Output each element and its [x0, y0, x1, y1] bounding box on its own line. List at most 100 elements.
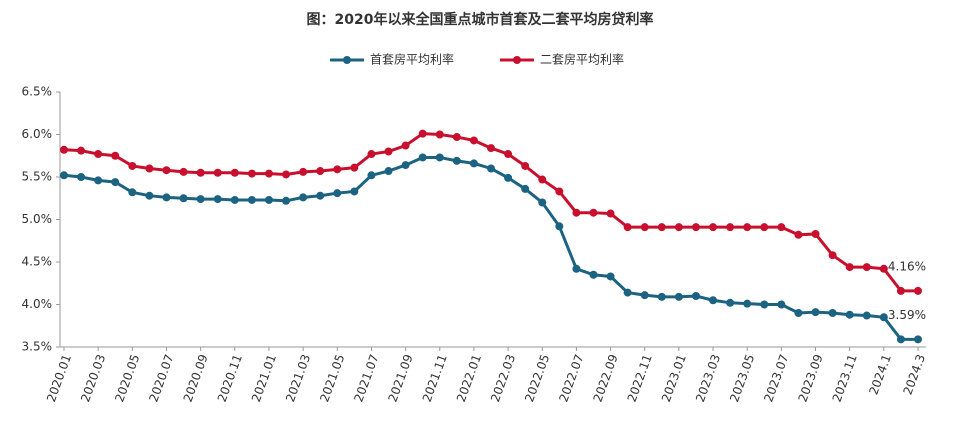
data-point — [794, 230, 803, 239]
data-point — [384, 167, 393, 176]
data-point — [316, 191, 325, 200]
x-tick-label: 2021.01 — [249, 352, 279, 403]
x-tick-label: 2023.11 — [830, 352, 860, 403]
data-point — [606, 209, 615, 218]
y-tick-label: 6.0% — [22, 127, 53, 141]
data-point — [247, 169, 256, 178]
data-point — [896, 286, 905, 295]
data-point — [555, 187, 564, 196]
data-point — [350, 187, 359, 196]
data-point — [418, 153, 427, 162]
data-point — [196, 168, 205, 177]
series-line — [63, 132, 918, 293]
data-point — [316, 167, 325, 176]
data-point — [811, 308, 820, 317]
x-tick-label: 2020.03 — [78, 352, 108, 403]
chart-title: 图：2020年以来全国重点城市首套及二套平均房贷利率 — [307, 11, 654, 28]
data-point — [896, 335, 905, 344]
data-point — [264, 169, 273, 178]
y-tick-label: 6.5% — [22, 85, 53, 99]
x-tick-label: 2021.07 — [351, 352, 381, 403]
data-point — [709, 223, 718, 232]
x-tick-label: 2023.09 — [795, 352, 825, 403]
legend-label: 首套房平均利率 — [370, 52, 454, 67]
y-tick-label: 5.0% — [22, 212, 53, 226]
series-line — [63, 155, 918, 341]
data-point — [726, 223, 735, 232]
data-point — [264, 195, 273, 204]
data-point — [384, 147, 393, 156]
data-point — [743, 299, 752, 308]
data-label: 3.59% — [888, 308, 926, 322]
data-point — [691, 292, 700, 300]
x-tick-label: 2020.09 — [181, 352, 211, 403]
x-tick-label: 2022.09 — [591, 352, 621, 403]
data-point — [555, 222, 564, 231]
x-tick-label: 2024.3 — [901, 352, 929, 396]
x-tick-label: 2022.01 — [454, 352, 484, 403]
data-point — [657, 292, 666, 301]
data-point — [640, 291, 649, 300]
data-point — [914, 335, 922, 344]
data-point — [845, 310, 854, 319]
data-point — [657, 223, 666, 232]
data-point — [230, 168, 239, 177]
x-tick-label: 2022.11 — [625, 352, 655, 403]
data-point — [726, 298, 735, 307]
data-point — [111, 151, 120, 160]
data-point — [811, 229, 820, 238]
data-point — [401, 161, 410, 170]
data-point — [914, 286, 922, 295]
data-point — [879, 264, 888, 273]
data-point — [196, 195, 205, 204]
data-point — [777, 223, 786, 232]
data-point — [538, 198, 547, 207]
data-point — [504, 173, 513, 182]
data-point — [572, 264, 581, 273]
data-point — [828, 309, 837, 317]
data-point — [469, 136, 478, 145]
data-point — [572, 208, 581, 217]
y-tick-label: 4.0% — [22, 297, 53, 311]
data-point — [538, 175, 547, 184]
data-point — [469, 159, 478, 168]
data-point — [606, 272, 615, 281]
x-tick-label: 2023.05 — [727, 352, 757, 403]
x-tick-label: 2024.1 — [866, 352, 894, 396]
data-point — [299, 193, 308, 202]
data-point — [435, 130, 444, 139]
data-point — [487, 164, 495, 173]
x-tick-label: 2021.11 — [420, 352, 450, 403]
x-tick-label: 2020.07 — [146, 352, 176, 403]
data-point — [589, 270, 598, 279]
x-tick-label: 2020.05 — [112, 352, 142, 403]
data-point — [760, 223, 769, 232]
data-point — [367, 150, 376, 159]
data-point — [674, 292, 683, 301]
data-point — [179, 167, 188, 176]
data-point — [350, 163, 359, 172]
data-point — [640, 223, 649, 232]
x-tick-label: 2023.01 — [659, 352, 689, 403]
legend-marker — [513, 56, 521, 64]
data-point — [77, 173, 86, 181]
data-point — [213, 195, 222, 204]
x-tick-label: 2021.09 — [386, 352, 416, 403]
data-point — [282, 196, 291, 205]
data-point — [521, 161, 530, 170]
data-point — [794, 309, 803, 317]
data-point — [623, 223, 632, 232]
x-tick-label: 2023.07 — [761, 352, 791, 403]
data-point — [333, 165, 342, 174]
data-point — [691, 223, 700, 232]
data-point — [282, 170, 291, 179]
data-point — [367, 171, 376, 180]
data-point — [401, 141, 410, 150]
data-point — [521, 184, 530, 193]
x-tick-label: 2022.05 — [522, 352, 552, 403]
data-point — [299, 167, 308, 176]
data-point — [128, 188, 137, 197]
data-point — [128, 161, 137, 170]
data-label: 4.16% — [888, 259, 926, 273]
data-point — [162, 193, 171, 202]
